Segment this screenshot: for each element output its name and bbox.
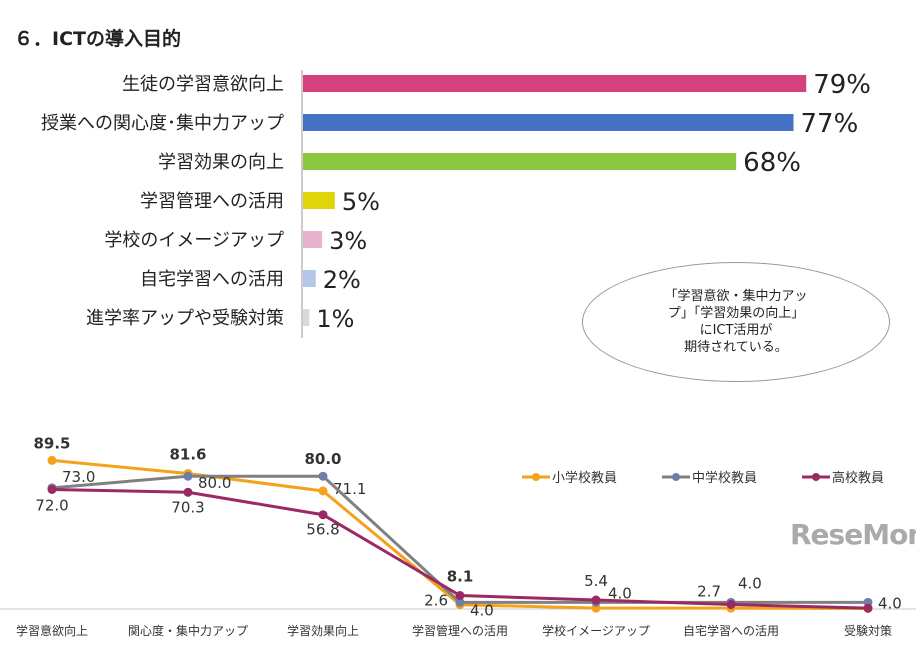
bar-value-label: 77% — [800, 109, 858, 139]
data-point — [455, 597, 465, 607]
data-point — [318, 486, 328, 496]
data-label: 70.3 — [171, 498, 204, 516]
data-label: 2.6 — [424, 592, 448, 610]
data-label: 4.0 — [878, 594, 902, 612]
bar — [303, 270, 316, 287]
bar-category-label: 学習効果の向上 — [158, 152, 284, 173]
data-point — [726, 600, 736, 610]
data-point — [47, 484, 57, 494]
data-point — [863, 603, 873, 613]
page-title: ６．ICTの導入目的 — [14, 28, 181, 50]
bar — [303, 231, 323, 248]
legend-marker — [812, 473, 820, 481]
x-tick-label: 学習意欲向上 — [16, 623, 88, 638]
bar — [303, 114, 794, 131]
bar — [303, 153, 737, 170]
bar-value-label: 68% — [743, 148, 801, 178]
x-tick-label: 学習管理への活用 — [412, 623, 508, 638]
data-label: 80.0 — [198, 474, 231, 492]
legend-label: 中学校教員 — [692, 470, 757, 486]
data-label: 2.7 — [697, 583, 721, 601]
data-label: 80.0 — [304, 450, 341, 468]
x-tick-label: 関心度・集中力アップ — [128, 623, 248, 638]
bar-category-label: 生徒の学習意欲向上 — [122, 74, 284, 95]
bar-category-label: 自宅学習への活用 — [140, 269, 284, 290]
bar-value-label: 79% — [813, 70, 871, 100]
legend-label: 小学校教員 — [552, 470, 617, 486]
data-point — [183, 471, 193, 481]
legend-marker — [672, 473, 680, 481]
data-point — [455, 591, 465, 601]
data-label: 89.5 — [33, 434, 70, 452]
bar-category-label: 授業への関心度･集中力アップ — [41, 113, 284, 134]
bar — [303, 309, 310, 326]
data-label: 73.0 — [62, 468, 95, 486]
data-label: 5.4 — [584, 572, 608, 590]
data-label: 81.6 — [169, 446, 206, 464]
data-label: 4.0 — [608, 584, 632, 602]
bar-category-label: 学校のイメージアップ — [104, 230, 284, 251]
bar-category-label: 進学率アップや受験対策 — [86, 308, 284, 329]
data-point — [183, 487, 193, 497]
bar-category-label: 学習管理への活用 — [140, 191, 284, 212]
x-tick-label: 自宅学習への活用 — [683, 623, 779, 638]
data-point — [47, 455, 57, 465]
legend-marker — [532, 473, 540, 481]
bar-value-label: 2% — [323, 266, 361, 294]
x-tick-label: 受験対策 — [844, 623, 892, 638]
data-label: 4.0 — [738, 574, 762, 592]
data-point — [318, 510, 328, 520]
callout-ellipse: 「学習意欲・集中力アッ プ」「学習効果の向上」 にICT活用が 期待されている。 — [582, 262, 890, 382]
bar-value-label: 3% — [329, 227, 367, 255]
data-label: 72.0 — [35, 496, 68, 514]
bar-value-label: 1% — [316, 305, 354, 333]
bar — [303, 75, 807, 92]
x-tick-label: 学校イメージアップ — [542, 623, 650, 638]
legend-label: 高校教員 — [832, 470, 884, 486]
data-point — [591, 595, 601, 605]
logo: ReseMom — [790, 518, 916, 551]
data-label: 56.8 — [306, 521, 339, 539]
bar — [303, 192, 335, 209]
x-tick-label: 学習効果向上 — [287, 623, 359, 638]
data-label: 4.0 — [470, 601, 494, 619]
bar-value-label: 5% — [342, 188, 380, 216]
data-label: 8.1 — [447, 568, 474, 586]
data-point — [318, 471, 328, 481]
